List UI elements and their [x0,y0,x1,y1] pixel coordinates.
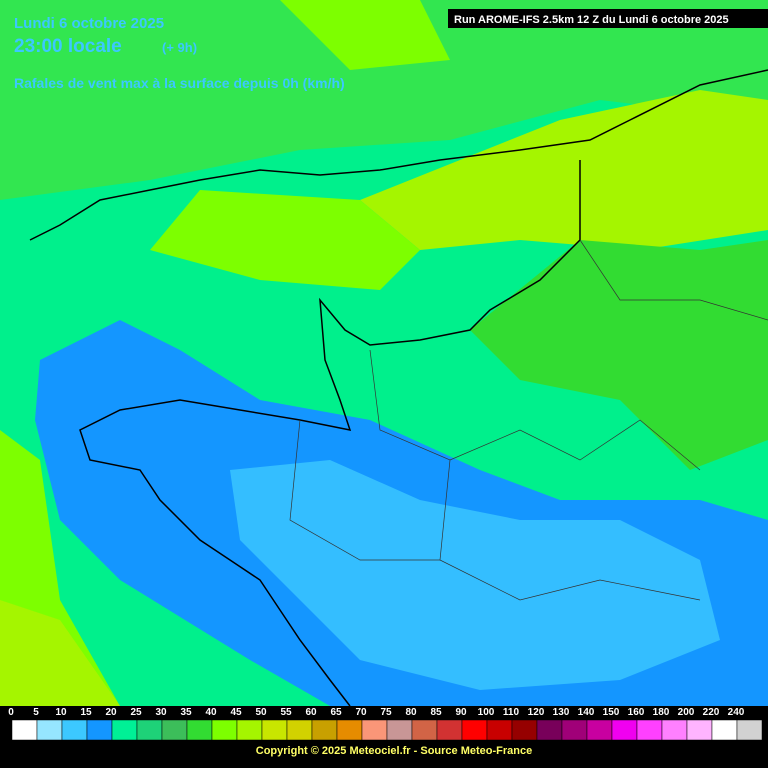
legend-label: 5 [33,707,39,718]
legend-swatch [411,719,438,741]
legend-label: 45 [230,707,242,718]
legend-label: 55 [280,707,292,718]
legend-swatch [161,719,188,741]
legend-label: 80 [405,707,417,718]
legend-label: 160 [628,707,645,718]
legend-swatch [536,719,563,741]
wind-zone [360,90,768,250]
legend-swatch [336,719,363,741]
legend-swatch [586,719,613,741]
wind-zone [280,0,450,70]
subtitle: Rafales de vent max à la surface depuis … [14,75,345,91]
legend-label: 120 [528,707,545,718]
wind-zone [0,600,120,706]
legend-label: 75 [380,707,392,718]
wind-zone [230,460,720,690]
legend-swatch [261,719,288,741]
legend-label: 65 [330,707,342,718]
legend-label: 60 [305,707,317,718]
legend-swatch [486,719,513,741]
borders [289,239,768,601]
legend-swatch [111,719,138,741]
legend-label: 30 [155,707,167,718]
legend-label: 140 [578,707,595,718]
legend-label: 200 [678,707,695,718]
legend-label: 50 [255,707,267,718]
legend: 0 5 10 15 20 25 30 35 40 45 50 55 60 65 70 75 80 85 90 100 1… [8,707,763,741]
legend-label: 85 [430,707,442,718]
legend-swatch [211,719,238,741]
legend-swatch [511,719,538,741]
run-box [448,9,768,28]
legend-label: 130 [553,707,570,718]
legend-swatch [236,719,263,741]
legend-swatch [736,719,763,741]
legend-swatch [386,719,413,741]
copyright: Copyright © 2025 Meteociel.fr - Source M… [256,745,532,757]
legend-swatch [286,719,313,741]
legend-label: 90 [455,707,467,718]
legend-label: 10 [55,707,67,718]
legend-label: 150 [603,707,620,718]
time: 23:00 locale [14,36,122,57]
legend-label: 0 [8,707,14,718]
legend-label: 100 [478,707,495,718]
legend-swatch [436,719,463,741]
legend-swatch [311,719,338,741]
legend-label: 20 [105,707,117,718]
legend-swatch [636,719,663,741]
legend-swatch [711,719,738,741]
legend-swatch [611,719,638,741]
legend-swatch [686,719,713,741]
legend-label: 70 [355,707,367,718]
legend-label: 40 [205,707,217,718]
wind-zone [150,190,420,290]
offset: (+ 9h) [162,40,197,55]
legend-label: 180 [653,707,670,718]
run-info: Run AROME-IFS 2.5km 12 Z du Lundi 6 octo… [454,14,729,26]
legend-swatch [461,719,488,741]
legend-label: 240 [728,707,745,718]
legend-swatch [661,719,688,741]
date: Lundi 6 octobre 2025 [14,15,164,32]
coastline [29,69,768,707]
legend-label: 110 [503,707,520,718]
legend-swatch [11,719,38,741]
wind-zone [470,240,768,470]
legend-swatch [86,719,113,741]
wind-zone [0,0,768,200]
legend-swatch [186,719,213,741]
legend-swatch [61,719,88,741]
legend-swatch [561,719,588,741]
legend-label: 35 [180,707,192,718]
legend-swatch [36,719,63,741]
legend-label: 15 [80,707,92,718]
legend-swatch [361,719,388,741]
legend-swatch [136,719,163,741]
legend-label: 25 [130,707,142,718]
legend-label: 220 [703,707,720,718]
